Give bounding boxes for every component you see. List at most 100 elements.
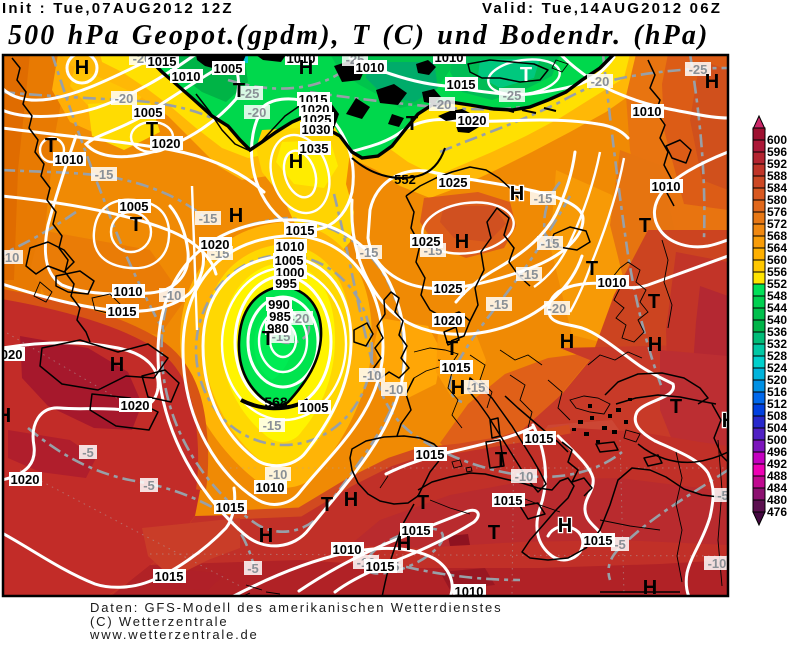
svg-text:T: T <box>586 258 598 280</box>
svg-text:1015: 1015 <box>447 77 476 92</box>
svg-text:1020: 1020 <box>11 472 40 487</box>
svg-text:-15: -15 <box>520 267 539 282</box>
svg-text:1010: 1010 <box>256 480 285 495</box>
svg-text:560: 560 <box>767 253 787 267</box>
svg-text:-15: -15 <box>199 211 218 226</box>
svg-text:1015: 1015 <box>286 223 315 238</box>
svg-text:1015: 1015 <box>366 559 395 574</box>
svg-text:H: H <box>648 334 662 356</box>
svg-text:484: 484 <box>767 481 787 495</box>
svg-text:H: H <box>344 489 358 511</box>
svg-text:-25: -25 <box>241 86 260 101</box>
svg-text:1005: 1005 <box>120 199 149 214</box>
svg-text:552: 552 <box>767 277 787 291</box>
svg-text:532: 532 <box>767 337 787 351</box>
svg-text:-10: -10 <box>708 556 727 571</box>
svg-text:-20: -20 <box>133 51 152 66</box>
svg-text:995: 995 <box>275 276 297 291</box>
svg-text:H: H <box>75 57 89 79</box>
svg-text:536: 536 <box>767 325 787 339</box>
svg-text:548: 548 <box>767 289 787 303</box>
svg-text:T: T <box>446 338 458 360</box>
svg-text:504: 504 <box>767 421 787 435</box>
svg-text:1020: 1020 <box>121 398 150 413</box>
svg-text:1025: 1025 <box>412 234 441 249</box>
svg-text:T: T <box>520 64 532 86</box>
svg-text:H: H <box>299 57 313 79</box>
svg-text:-15: -15 <box>541 236 560 251</box>
svg-text:-15: -15 <box>467 380 486 395</box>
svg-text:512: 512 <box>767 397 787 411</box>
svg-text:-20: -20 <box>291 311 310 326</box>
svg-text:1015: 1015 <box>155 569 184 584</box>
svg-text:-20: -20 <box>248 105 267 120</box>
svg-text:1020: 1020 <box>458 113 487 128</box>
svg-text:-5: -5 <box>614 537 626 552</box>
svg-text:1005: 1005 <box>214 61 243 76</box>
svg-text:T: T <box>262 328 274 350</box>
svg-text:1015: 1015 <box>402 523 431 538</box>
svg-text:-20: -20 <box>548 301 567 316</box>
svg-text:H: H <box>229 205 243 227</box>
svg-text:-5: -5 <box>82 445 94 460</box>
svg-text:572: 572 <box>767 217 787 231</box>
svg-text:1010: 1010 <box>633 104 662 119</box>
svg-text:1020: 1020 <box>0 347 22 362</box>
svg-text:-20: -20 <box>433 97 452 112</box>
svg-text:-5: -5 <box>247 561 259 576</box>
svg-text:1010: 1010 <box>333 542 362 557</box>
svg-text:1010: 1010 <box>276 239 305 254</box>
svg-text:-5: -5 <box>717 488 729 503</box>
svg-text:H: H <box>110 354 124 376</box>
svg-text:584: 584 <box>767 181 787 195</box>
svg-text:1015: 1015 <box>416 447 445 462</box>
svg-text:-10: -10 <box>1 250 20 265</box>
svg-text:496: 496 <box>767 445 787 459</box>
svg-text:-25: -25 <box>503 88 522 103</box>
svg-text:580: 580 <box>767 193 787 207</box>
svg-text:T: T <box>639 215 651 237</box>
svg-text:T: T <box>406 113 418 135</box>
svg-text:H: H <box>289 151 303 173</box>
svg-text:990: 990 <box>268 297 290 312</box>
svg-text:1035: 1035 <box>300 141 329 156</box>
svg-text:1015: 1015 <box>108 304 137 319</box>
svg-text:576: 576 <box>767 205 787 219</box>
svg-text:568: 568 <box>767 229 787 243</box>
svg-text:T: T <box>146 119 158 141</box>
svg-text:508: 508 <box>767 409 787 423</box>
svg-text:T: T <box>417 492 429 514</box>
svg-text:1020: 1020 <box>201 237 230 252</box>
svg-text:592: 592 <box>767 157 787 171</box>
svg-text:H: H <box>259 525 273 547</box>
svg-text:-20: -20 <box>591 74 610 89</box>
svg-text:596: 596 <box>767 145 787 159</box>
svg-text:980: 980 <box>267 321 289 336</box>
svg-text:520: 520 <box>767 373 787 387</box>
svg-text:1005: 1005 <box>134 105 163 120</box>
svg-text:H: H <box>0 405 11 427</box>
svg-text:1010: 1010 <box>598 275 627 290</box>
svg-text:T: T <box>130 214 142 236</box>
svg-text:1015: 1015 <box>442 360 471 375</box>
svg-text:T: T <box>45 135 57 157</box>
svg-text:568: 568 <box>264 394 288 410</box>
svg-text:480: 480 <box>767 493 787 507</box>
svg-text:T: T <box>233 80 245 102</box>
svg-text:492: 492 <box>767 457 787 471</box>
svg-text:H: H <box>558 515 572 537</box>
svg-text:540: 540 <box>767 313 787 327</box>
svg-text:1025: 1025 <box>434 281 463 296</box>
svg-text:H: H <box>560 331 574 353</box>
svg-text:1015: 1015 <box>584 533 613 548</box>
svg-text:556: 556 <box>767 265 787 279</box>
svg-text:-10: -10 <box>385 382 404 397</box>
svg-text:H: H <box>643 577 657 599</box>
svg-text:588: 588 <box>767 169 787 183</box>
svg-text:-15: -15 <box>534 191 553 206</box>
svg-text:544: 544 <box>767 301 787 315</box>
svg-text:1025: 1025 <box>439 175 468 190</box>
svg-text:-10: -10 <box>515 469 534 484</box>
svg-text:-5: -5 <box>143 478 155 493</box>
svg-text:1015: 1015 <box>216 500 245 515</box>
